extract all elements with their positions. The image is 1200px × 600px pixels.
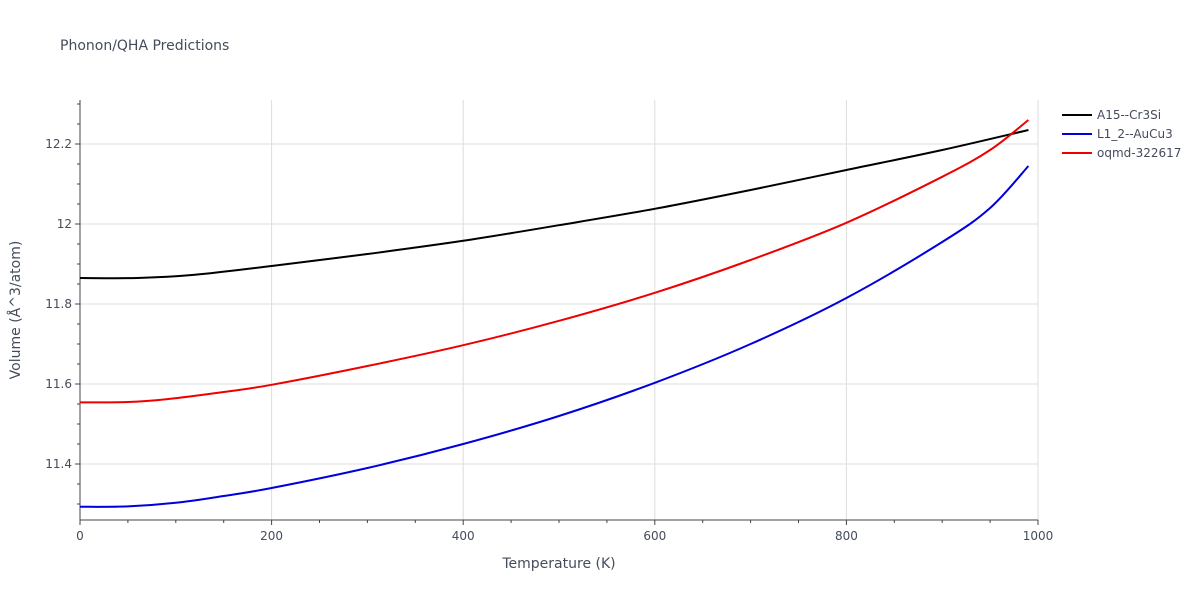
series-layer bbox=[79, 119, 1030, 508]
y-tick-label: 12 bbox=[57, 217, 72, 231]
x-tick-label: 1000 bbox=[1023, 529, 1054, 543]
series-line-1 bbox=[79, 165, 1030, 508]
y-tick-label: 11.8 bbox=[45, 297, 72, 311]
y-tick-label: 11.4 bbox=[45, 457, 72, 471]
x-tick-label: 600 bbox=[643, 529, 666, 543]
series-line-2 bbox=[79, 119, 1030, 404]
y-tick-label: 12.2 bbox=[45, 137, 72, 151]
x-axis-label: Temperature (K) bbox=[501, 556, 615, 572]
x-tick-label: 400 bbox=[452, 529, 475, 543]
legend-label-2: oqmd-322617 bbox=[1097, 146, 1181, 160]
series-line-0 bbox=[79, 129, 1029, 280]
grid-layer bbox=[80, 100, 1039, 520]
legend-label-1: L1_2--AuCu3 bbox=[1097, 127, 1173, 141]
y-axis-label: Volume (Å^3/atom) bbox=[7, 241, 24, 380]
legend: A15--Cr3Si L1_2--AuCu3 oqmd-322617 bbox=[1062, 108, 1181, 160]
x-tick-label: 800 bbox=[835, 529, 858, 543]
chart-title: Phonon/QHA Predictions bbox=[60, 38, 229, 54]
x-tick-label: 200 bbox=[260, 529, 283, 543]
y-tick-label: 11.6 bbox=[45, 377, 72, 391]
axes-layer: 0 200 400 600 800 1000 11.4 11.6 11.8 12 12.2 bbox=[45, 100, 1053, 543]
x-tick-label: 0 bbox=[76, 529, 84, 543]
legend-label-0: A15--Cr3Si bbox=[1097, 108, 1161, 122]
